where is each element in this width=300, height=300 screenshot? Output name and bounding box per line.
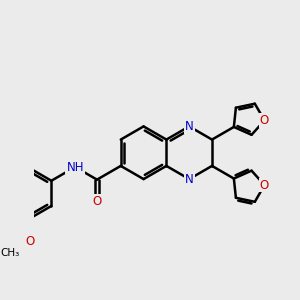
Text: O: O	[260, 178, 269, 191]
Text: O: O	[260, 114, 269, 127]
Text: O: O	[25, 235, 34, 248]
Text: CH₃: CH₃	[0, 248, 19, 258]
Text: NH: NH	[66, 160, 84, 173]
Text: O: O	[92, 195, 102, 208]
Text: N: N	[185, 172, 194, 186]
Text: N: N	[185, 120, 194, 133]
